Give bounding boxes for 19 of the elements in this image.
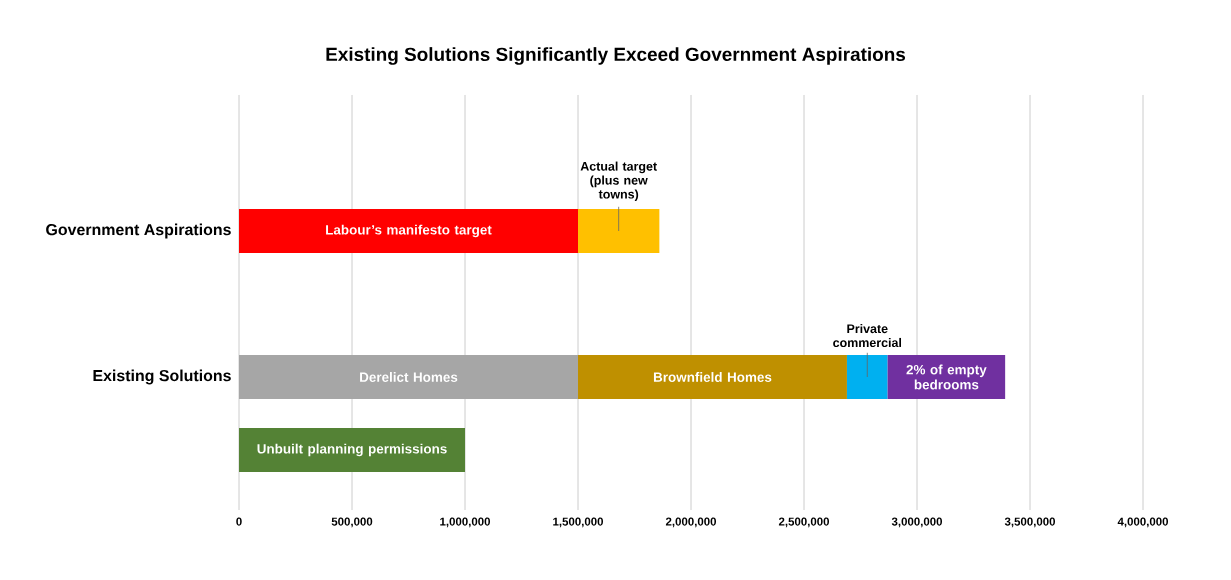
series-label: 2% of empty bedrooms [906, 364, 987, 390]
x-tick-label: 3,000,000 [891, 517, 943, 528]
series-label: Actual target (plus new towns) [580, 161, 657, 202]
series-label: Unbuilt planning permissions [257, 443, 447, 457]
series-label: Brownfield Homes [653, 372, 772, 382]
x-tick-label: 2,000,000 [665, 517, 717, 528]
x-tick-label: 2,500,000 [778, 517, 830, 528]
x-tick-label: 4,000,000 [1117, 517, 1169, 528]
series-label: Derelict Homes [360, 372, 458, 382]
series-label: Labour’s manifesto target [326, 224, 492, 238]
x-tick-label: 1,000,000 [440, 517, 491, 528]
chart-title: Existing Solutions Significantly Exceed Government Aspirations [326, 47, 906, 65]
x-tick-label: 0 [236, 517, 242, 526]
y-tick-label: Existing Solutions [93, 369, 231, 385]
x-tick-label: 500,000 [331, 517, 373, 528]
x-tick-label: 3,500,000 [1004, 517, 1056, 528]
series-label: Private commercial [833, 323, 901, 348]
x-tick-label: 1,500,000 [553, 517, 604, 528]
y-tick-label: Government Aspirations [46, 223, 231, 239]
